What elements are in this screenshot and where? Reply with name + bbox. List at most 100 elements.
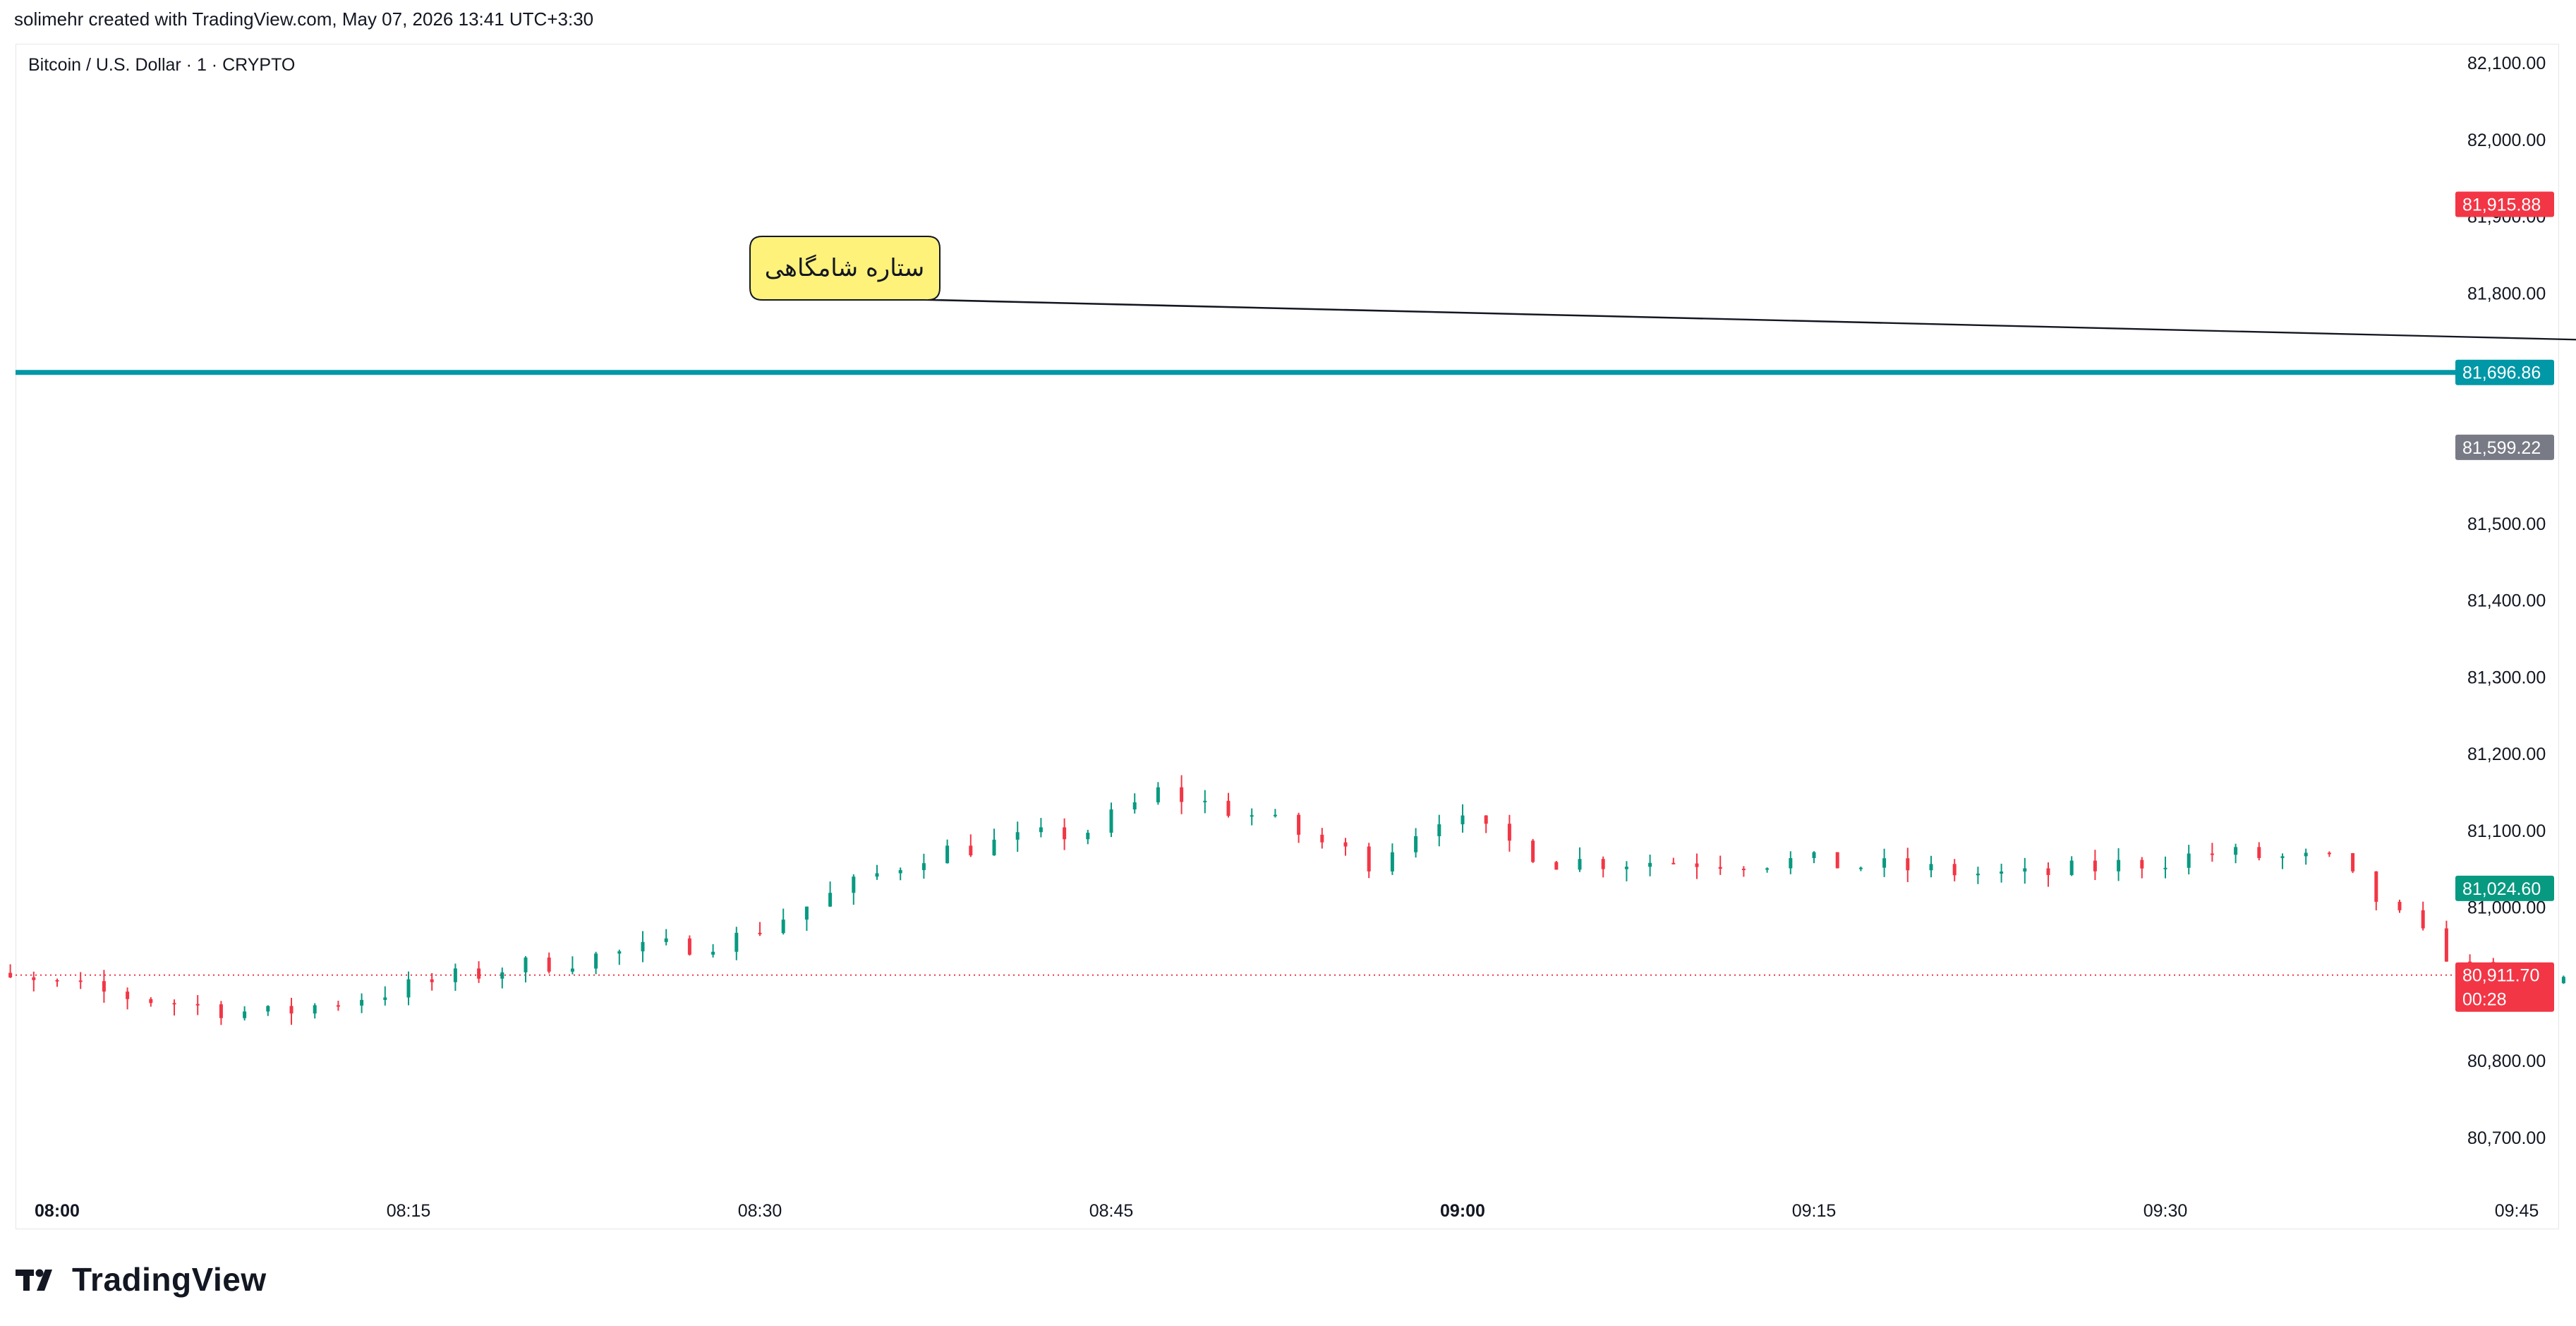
candle <box>898 867 902 881</box>
candle-body <box>149 999 153 1003</box>
candle <box>430 972 434 991</box>
candle-body <box>687 938 691 955</box>
candle-body <box>1156 787 1160 802</box>
time-tick-label: 08:00 <box>35 1201 80 1221</box>
candle <box>992 828 996 856</box>
candle-body <box>266 1006 270 1012</box>
candle-body <box>921 863 926 870</box>
candle-body <box>1789 857 1793 869</box>
candle <box>1789 851 1793 874</box>
price-tag-label: 81,599.22 <box>2462 438 2541 458</box>
price-tick-label: 80,700.00 <box>2467 1128 2546 1148</box>
price-axis: 82,100.0082,000.0081,900.0081,800.0081,7… <box>2467 54 2546 1148</box>
candle-body <box>219 1004 223 1018</box>
candle-body <box>969 845 973 856</box>
candle <box>921 853 926 879</box>
candle <box>360 993 364 1013</box>
candle-body <box>2210 853 2214 855</box>
candle <box>126 987 130 1010</box>
candle <box>289 997 294 1025</box>
candle <box>2351 852 2355 874</box>
candle-body <box>1671 862 1676 864</box>
candle <box>406 971 411 1006</box>
time-tick-label: 09:30 <box>2143 1201 2188 1221</box>
candle <box>570 956 574 975</box>
candle-body <box>2093 860 2097 872</box>
candle-body <box>875 873 879 877</box>
candle <box>2280 853 2285 869</box>
candle-body <box>1484 815 1488 824</box>
candle <box>336 1001 340 1011</box>
candle-body <box>1273 814 1277 816</box>
candle <box>2421 901 2425 931</box>
candle <box>2163 856 2167 879</box>
candle-body <box>1320 834 1324 843</box>
candle-body <box>2561 977 2565 984</box>
candle <box>55 978 59 987</box>
candle <box>2023 857 2027 884</box>
candle-body <box>2046 868 2050 875</box>
candle <box>1952 859 1957 881</box>
candle-body <box>804 906 809 920</box>
candle <box>1203 790 1207 814</box>
candle <box>2444 920 2448 962</box>
price-tick-label: 81,300.00 <box>2467 668 2546 687</box>
candle <box>1273 809 1277 818</box>
candle <box>1906 848 1910 882</box>
candle <box>594 951 598 975</box>
candle <box>1601 856 1605 878</box>
candle <box>2046 862 2050 887</box>
price-tag-countdown: 00:28 <box>2462 990 2507 1010</box>
candle-body <box>2397 901 2402 910</box>
price-tag-bg <box>2455 359 2554 385</box>
price-tick-label: 81,500.00 <box>2467 514 2546 534</box>
candle-body <box>1624 867 1628 869</box>
candle <box>2210 843 2214 862</box>
price-tag-bg <box>2455 434 2554 460</box>
tradingview-logo[interactable]: TradingView <box>16 1260 267 1299</box>
candle <box>149 997 153 1007</box>
candle <box>1976 867 1980 884</box>
candle <box>2234 843 2238 864</box>
candle-body <box>500 972 504 979</box>
candle <box>1531 838 1535 863</box>
price-tag: 81,696.86 <box>2455 359 2554 385</box>
candle-body <box>383 997 387 1000</box>
candle <box>1086 829 1090 845</box>
candle-body <box>2374 871 2378 902</box>
candle <box>219 1001 223 1025</box>
candle-body <box>617 951 622 954</box>
candle-body <box>2187 853 2191 868</box>
candle-body <box>1226 800 1230 816</box>
candle <box>1226 792 1230 818</box>
candle-body <box>852 876 856 893</box>
candle <box>2397 899 2402 913</box>
candle-body <box>1531 840 1535 862</box>
candle-body <box>102 981 106 992</box>
candle-body <box>477 968 481 979</box>
candle <box>524 956 528 983</box>
candle-body <box>664 938 668 942</box>
candle <box>2117 848 2121 881</box>
candle-body <box>547 957 551 972</box>
price-tag-label: 81,024.60 <box>2462 879 2541 899</box>
candle-body <box>2304 852 2308 857</box>
candle <box>2187 845 2191 875</box>
candle-body <box>641 941 645 952</box>
candle <box>875 864 879 880</box>
candle-body <box>1765 868 1770 870</box>
candle-body <box>758 932 762 934</box>
price-tag-label: 80,911.70 <box>2462 966 2539 986</box>
candle <box>1297 812 1301 843</box>
candle-body <box>2069 860 2074 875</box>
candle-body <box>406 979 411 998</box>
candle <box>1671 857 1676 864</box>
candle-body <box>594 953 598 969</box>
candle <box>1882 848 1887 877</box>
candle-body <box>1109 809 1113 833</box>
candle-body <box>2444 928 2448 962</box>
candle <box>1437 814 1441 847</box>
candle <box>1718 855 1722 875</box>
candle-body <box>1414 836 1418 852</box>
